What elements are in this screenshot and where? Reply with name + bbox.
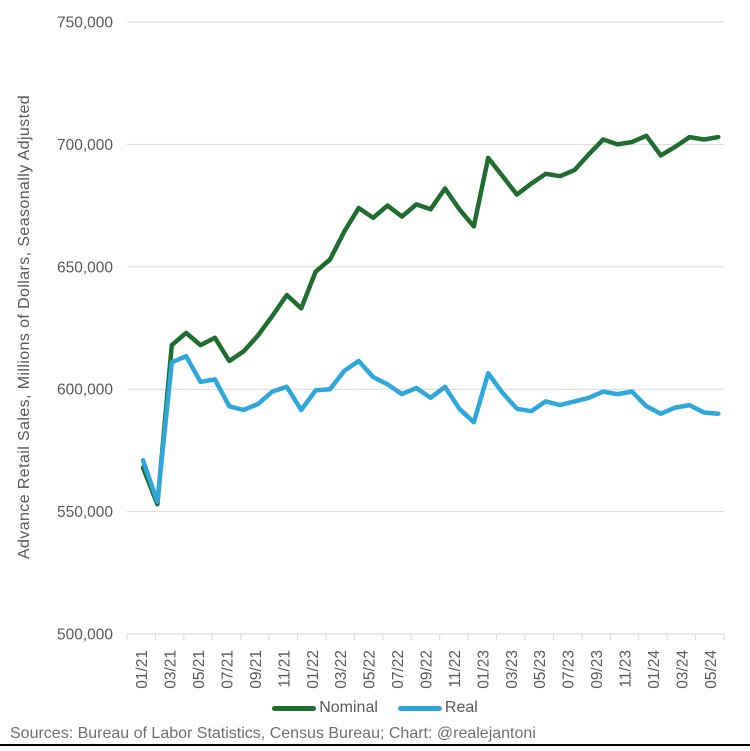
y-tick-label: 750,000 (57, 15, 113, 32)
x-tick-label: 03/22 (333, 650, 350, 689)
y-tick-label: 700,000 (57, 137, 113, 154)
x-tick-label: 01/23 (475, 650, 492, 689)
x-tick-label: 05/24 (703, 650, 720, 689)
source-note: Sources: Bureau of Labor Statistics, Cen… (10, 725, 536, 742)
chart-canvas: 750,000 700,000 650,000 600,000 550,000 500,0… (57, 15, 725, 689)
x-tick-label: 07/23 (561, 650, 578, 689)
x-tick-label: 11/22 (447, 650, 464, 688)
nominal-line-swatch (272, 705, 317, 711)
x-tick-label: 11/21 (276, 650, 293, 688)
x-tick-label: 05/23 (532, 650, 549, 689)
legend-label-nominal: Nominal (319, 699, 378, 716)
x-tick-label: 07/21 (220, 650, 237, 689)
x-tick-label: 03/21 (163, 650, 180, 689)
x-tick-label: 07/22 (390, 650, 407, 689)
y-tick-label: 500,000 (57, 627, 113, 644)
legend-item-nominal: Nominal (272, 699, 378, 717)
x-tick-label: 09/21 (248, 650, 265, 689)
x-tick-label: 11/23 (618, 650, 635, 688)
x-tick-label: 09/22 (419, 650, 436, 689)
y-tick-label: 600,000 (57, 382, 113, 399)
bottom-divider (0, 744, 750, 746)
x-tick-label: 01/21 (134, 650, 151, 689)
legend-item-real: Real (397, 699, 478, 717)
x-tick-label: 03/24 (674, 650, 691, 689)
x-tick-label: 09/23 (589, 650, 606, 689)
legend: Nominal Real (0, 699, 750, 717)
y-tick-label: 550,000 (57, 504, 113, 521)
x-tick-label: 05/21 (191, 650, 208, 689)
x-tick-label: 01/22 (305, 650, 322, 689)
real-line-swatch (397, 705, 442, 711)
y-tick-label: 650,000 (57, 259, 113, 276)
nominal-line (140, 133, 721, 507)
x-tick-label: 01/24 (646, 650, 663, 689)
x-tick-label: 05/22 (362, 650, 379, 689)
real-line (140, 353, 721, 505)
x-tick-label: 03/23 (504, 650, 521, 689)
legend-label-real: Real (444, 699, 478, 716)
